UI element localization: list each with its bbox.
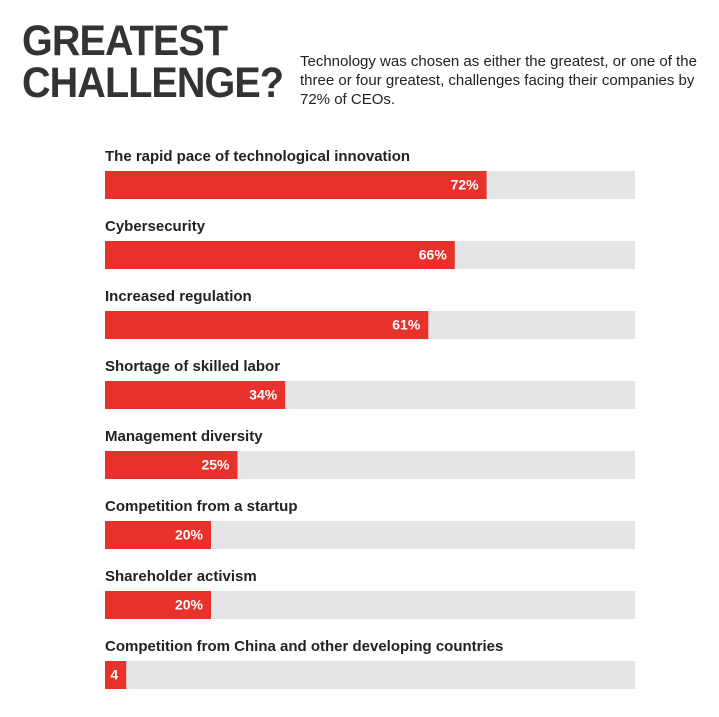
category-label: Shareholder activism <box>105 568 257 585</box>
category-label: Cybersecurity <box>105 218 206 235</box>
value-label: 20% <box>175 527 204 543</box>
category-label: Management diversity <box>105 428 263 445</box>
bar <box>105 171 487 199</box>
bar <box>105 661 127 689</box>
category-label: Increased regulation <box>105 288 252 305</box>
bar <box>105 451 238 479</box>
bar <box>105 521 211 549</box>
chart-title: GREATEST CHALLENGE? <box>22 17 284 107</box>
value-label: 66% <box>419 247 448 263</box>
value-label: 61% <box>392 317 421 333</box>
bar <box>105 591 211 619</box>
category-label: Competition from a startup <box>105 498 298 515</box>
bar <box>105 241 455 269</box>
value-label: 4 <box>110 667 118 683</box>
category-label: The rapid pace of technological innovati… <box>105 148 410 165</box>
category-label: Shortage of skilled labor <box>105 358 280 375</box>
value-label: 25% <box>201 457 230 473</box>
chart-subtitle: Technology was chosen as either the grea… <box>300 53 697 108</box>
value-label: 20% <box>175 597 204 613</box>
value-label: 34% <box>249 387 278 403</box>
bar <box>105 311 429 339</box>
category-label: Competition from China and other develop… <box>105 638 503 655</box>
bar <box>105 381 286 409</box>
value-label: 72% <box>451 177 480 193</box>
bar-track <box>105 661 635 689</box>
